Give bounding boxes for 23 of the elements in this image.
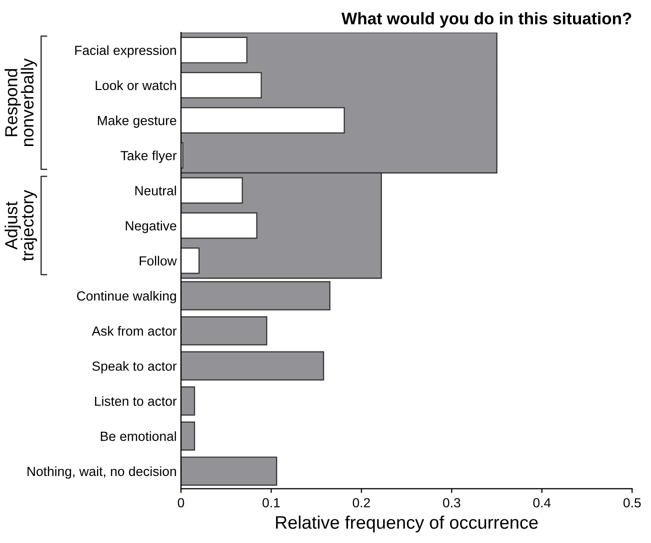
- x-tick-label: 0.2: [352, 498, 370, 508]
- y-tick-label: Listen to actor: [95, 396, 177, 406]
- y-tick-label: Facial expression: [75, 45, 176, 58]
- text: Respond nonverbally: [4, 58, 38, 146]
- y-tick-label: Negative: [126, 220, 176, 234]
- y-tick-label: Take flyer: [120, 150, 177, 163]
- chart-title: What would you do in this situation?: [341, 12, 632, 28]
- y-tick-label: Continue walking: [77, 290, 176, 304]
- y-tick-label: Ask from actor: [92, 326, 177, 336]
- x-tick-label: 0.4: [533, 498, 551, 508]
- x-tick-label: 0.5: [623, 498, 641, 508]
- y-tick-label: Nothing, wait, no decision: [28, 466, 176, 479]
- x-axis-title: Relative frequency of occurrence: [276, 516, 538, 532]
- y-tick-label: Follow: [140, 256, 177, 266]
- y-tick-label: Make gesture: [98, 116, 176, 128]
- y-tick-label: Be emotional: [100, 431, 176, 441]
- y-tick-label: Speak to actor: [92, 361, 177, 374]
- text: Adjust trajectory: [4, 190, 38, 261]
- x-tick-label: 0.3: [443, 498, 460, 508]
- y-tick-label: Neutral: [135, 186, 176, 196]
- x-tick-label: 0.1: [262, 498, 280, 508]
- x-tick-label: 0: [178, 498, 184, 508]
- y-tick-label: Look or watch: [96, 80, 176, 90]
